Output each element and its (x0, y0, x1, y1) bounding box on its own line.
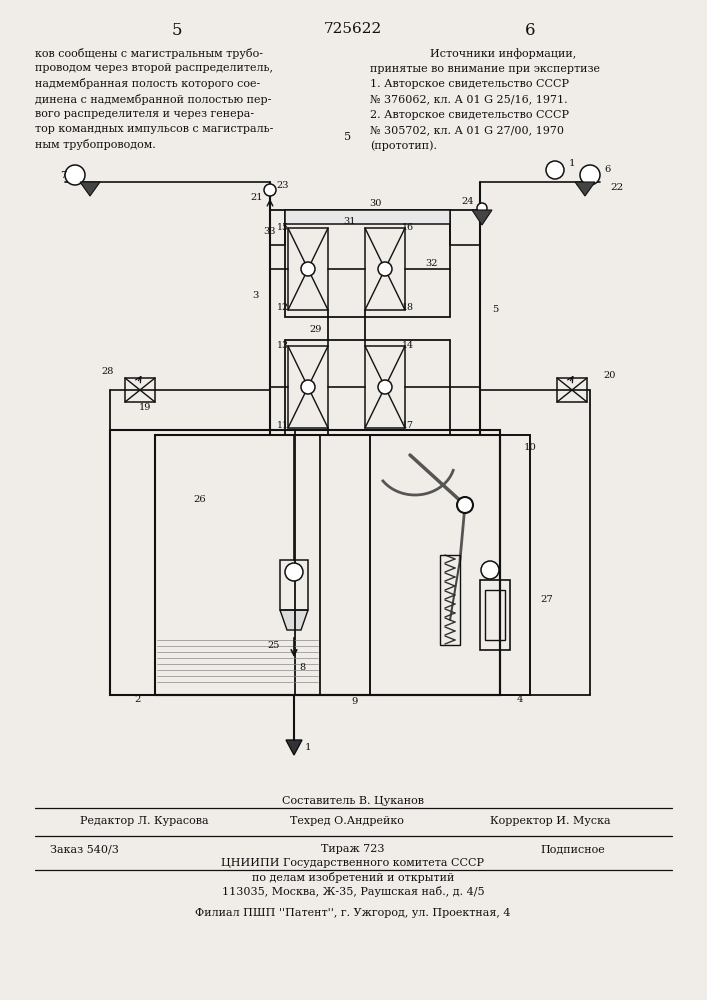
Circle shape (477, 203, 487, 213)
Text: 9: 9 (352, 698, 358, 706)
Polygon shape (286, 740, 302, 755)
Bar (288, 228, 328, 310)
Text: 3: 3 (252, 290, 258, 300)
Bar (370, 435, 530, 695)
Text: ным трубопроводом.: ным трубопроводом. (35, 139, 156, 150)
Bar (155, 435, 500, 695)
Text: проводом через второй распределитель,: проводом через второй распределитель, (35, 63, 273, 73)
Circle shape (546, 161, 564, 179)
Text: ЦНИИПИ Государственного комитета СССР: ЦНИИПИ Государственного комитета СССР (221, 858, 484, 868)
Bar (557, 378, 587, 402)
Circle shape (481, 561, 499, 579)
Text: 33: 33 (264, 228, 276, 236)
Bar (365, 346, 405, 428)
Text: динена с надмембранной полостью пер-: динена с надмембранной полостью пер- (35, 94, 271, 105)
Bar (365, 228, 405, 310)
Text: тор командных импульсов с магистраль-: тор командных импульсов с магистраль- (35, 124, 274, 134)
Text: 1. Авторское свидетельство СССР: 1. Авторское свидетельство СССР (370, 79, 569, 89)
Bar (125, 378, 155, 402)
Text: 26: 26 (194, 495, 206, 504)
Text: 2: 2 (135, 696, 141, 704)
Polygon shape (80, 182, 100, 196)
Circle shape (580, 165, 600, 185)
Text: 25: 25 (268, 641, 280, 650)
Bar (280, 560, 308, 610)
Text: 5: 5 (344, 132, 351, 142)
Text: 27: 27 (540, 595, 553, 604)
Text: 1: 1 (305, 744, 311, 752)
Text: 32: 32 (426, 258, 438, 267)
Text: 28: 28 (102, 367, 115, 376)
Text: 29: 29 (310, 326, 322, 334)
Text: Техред О.Андрейко: Техред О.Андрейко (290, 816, 404, 826)
Text: 7: 7 (60, 170, 66, 180)
Text: 5: 5 (492, 306, 498, 314)
Text: Филиал ПШП ''Патент'', г. Ужгород, ул. Проектная, 4: Филиал ПШП ''Патент'', г. Ужгород, ул. П… (195, 908, 510, 918)
Text: надмембранная полость которого сое-: надмембранная полость которого сое- (35, 78, 260, 89)
Bar (485, 590, 505, 640)
Circle shape (301, 380, 315, 394)
Polygon shape (575, 182, 595, 196)
Text: 21: 21 (251, 192, 263, 202)
Text: 17: 17 (402, 422, 414, 430)
Text: 23: 23 (276, 180, 289, 190)
Text: 30: 30 (369, 198, 381, 208)
Bar (285, 222, 450, 317)
Text: ков сообщены с магистральным трубо-: ков сообщены с магистральным трубо- (35, 48, 263, 59)
Text: № 305702, кл. А 01 G 27/00, 1970: № 305702, кл. А 01 G 27/00, 1970 (370, 125, 564, 135)
Text: 1: 1 (568, 158, 575, 167)
Text: вого распределителя и через генера-: вого распределителя и через генера- (35, 109, 254, 119)
Text: 12: 12 (277, 304, 289, 312)
Circle shape (457, 497, 473, 513)
Text: 18: 18 (402, 304, 414, 312)
Text: 5: 5 (172, 22, 182, 39)
Text: Тираж 723: Тираж 723 (321, 844, 385, 854)
Bar (110, 430, 500, 695)
Text: 20: 20 (604, 370, 617, 379)
Text: 31: 31 (344, 218, 356, 227)
Circle shape (65, 165, 85, 185)
Text: 13: 13 (277, 342, 289, 351)
Text: 11: 11 (277, 422, 289, 430)
Bar (480, 580, 510, 650)
Text: 24: 24 (462, 198, 474, 207)
Bar (440, 555, 460, 645)
Text: 2. Авторское свидетельство СССР: 2. Авторское свидетельство СССР (370, 110, 569, 120)
Bar (110, 430, 295, 695)
Circle shape (301, 262, 315, 276)
Text: 22: 22 (610, 184, 624, 192)
Text: 10: 10 (524, 442, 537, 452)
Bar (288, 346, 328, 428)
Text: 15: 15 (277, 223, 289, 232)
Text: 725622: 725622 (324, 22, 382, 36)
Text: Заказ 540/3: Заказ 540/3 (50, 844, 119, 854)
Polygon shape (472, 210, 492, 225)
Text: по делам изобретений и открытий: по делам изобретений и открытий (252, 872, 454, 883)
Bar (285, 210, 450, 224)
Text: Корректор И. Муска: Корректор И. Муска (490, 816, 611, 826)
Polygon shape (280, 610, 308, 630)
Text: 19: 19 (139, 402, 151, 412)
Circle shape (378, 262, 392, 276)
Circle shape (378, 380, 392, 394)
Text: Редактор Л. Курасова: Редактор Л. Курасова (80, 816, 209, 826)
Circle shape (264, 184, 276, 196)
Text: Подписное: Подписное (540, 844, 604, 854)
Text: Источники информации,: Источники информации, (430, 48, 576, 59)
Text: Составитель В. Цуканов: Составитель В. Цуканов (282, 796, 424, 806)
Text: 6: 6 (525, 22, 535, 39)
Text: 6: 6 (605, 165, 611, 174)
Circle shape (285, 563, 303, 581)
Text: 16: 16 (402, 223, 414, 232)
Bar (285, 340, 450, 435)
Text: (прототип).: (прототип). (370, 140, 437, 151)
Text: 113035, Москва, Ж-35, Раушская наб., д. 4/5: 113035, Москва, Ж-35, Раушская наб., д. … (222, 886, 484, 897)
Text: 8: 8 (299, 664, 305, 672)
Bar (155, 435, 320, 695)
Text: 14: 14 (402, 342, 414, 351)
Text: принятые во внимание при экспертизе: принятые во внимание при экспертизе (370, 64, 600, 74)
Text: № 376062, кл. А 01 G 25/16, 1971.: № 376062, кл. А 01 G 25/16, 1971. (370, 94, 568, 104)
Text: 4: 4 (517, 696, 523, 704)
